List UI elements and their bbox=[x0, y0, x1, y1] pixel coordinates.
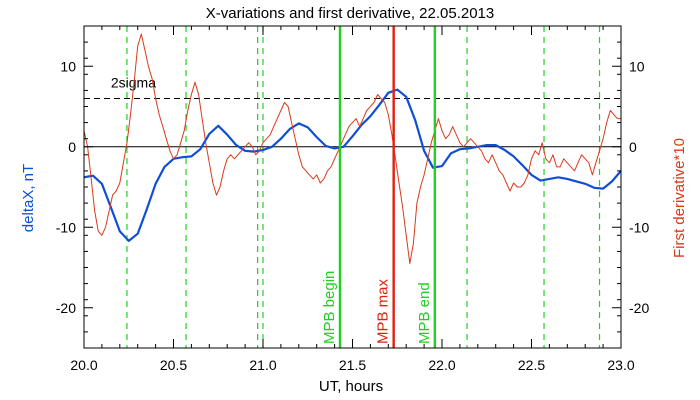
plot-frame bbox=[83, 25, 622, 349]
y-axis-label-left: deltaX, nT bbox=[20, 164, 37, 232]
chart-title: X-variations and first derivative, 22.05… bbox=[206, 5, 495, 22]
x-tick-label-5: 22.5 bbox=[518, 357, 545, 373]
x-tick-label-0: 20.0 bbox=[70, 357, 97, 373]
y-tick-label-right-1: 0 bbox=[629, 139, 637, 155]
deltax-series-line bbox=[84, 88, 621, 242]
y-tick-label-right-3: -20 bbox=[629, 300, 649, 316]
x-tick-label-6: 23.0 bbox=[607, 357, 634, 373]
vertical-marker-label-0: MPB begin bbox=[321, 271, 338, 344]
derivative-series-line bbox=[84, 33, 621, 264]
x-tick-label-3: 21.5 bbox=[339, 357, 366, 373]
x-axis-label: UT, hours bbox=[319, 378, 383, 395]
y-axis-label-right: First derivative*10 bbox=[671, 138, 688, 258]
y-tick-label-left-3: -20 bbox=[56, 300, 76, 316]
x-tick-label-1: 20.5 bbox=[160, 357, 187, 373]
x-tick-label-4: 22.0 bbox=[428, 357, 455, 373]
y-tick-label-right-0: 10 bbox=[629, 58, 645, 74]
y-tick-label-right-2: -10 bbox=[629, 219, 649, 235]
y-tick-label-left-0: 10 bbox=[60, 58, 76, 74]
x-tick-label-2: 21.0 bbox=[249, 357, 276, 373]
y-tick-label-left-2: -10 bbox=[56, 219, 76, 235]
vertical-marker-label-1: MPB max bbox=[375, 278, 392, 344]
threshold-label: 2sigma bbox=[111, 74, 156, 90]
y-tick-label-left-1: 0 bbox=[68, 139, 76, 155]
plot-area: 2sigma MPB begin MPB max MPB end 20.0 20.5 21.… bbox=[56, 25, 649, 373]
vertical-marker-label-2: MPB end bbox=[416, 282, 433, 344]
